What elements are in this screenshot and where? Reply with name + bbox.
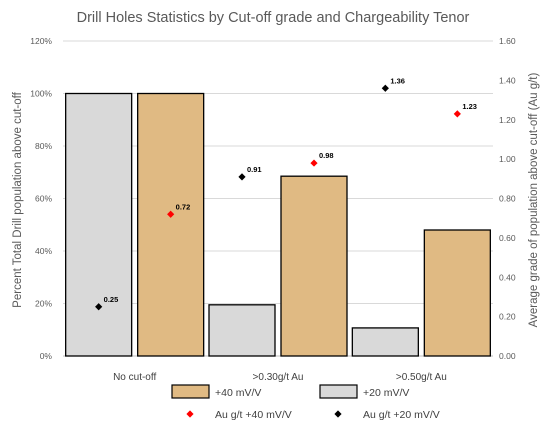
data-label: 0.25 — [104, 295, 119, 304]
gridlines — [63, 40, 493, 357]
chart-title: Drill Holes Statistics by Cut-off grade … — [77, 10, 470, 26]
data-label: 1.23 — [462, 102, 477, 111]
y-tick-right: 1.00 — [499, 154, 516, 164]
y-axis-left: 0% 20% 40% 60% 80% 100% 120% — [30, 36, 52, 361]
data-label: 0.72 — [176, 202, 191, 211]
legend-label: Au g/t +40 mV/V — [215, 409, 292, 421]
category-label: >0.50g/t Au — [396, 372, 447, 383]
y-tick-left: 40% — [35, 246, 52, 256]
y-tick-right: 0.00 — [499, 351, 516, 361]
legend-marker — [334, 410, 342, 418]
bar — [351, 327, 419, 357]
bar — [208, 304, 276, 357]
marker — [310, 159, 318, 167]
category-label: No cut-off — [113, 372, 156, 383]
category-label: >0.30g/t Au — [253, 372, 304, 383]
bar — [65, 92, 133, 357]
data-label: 0.98 — [319, 151, 334, 160]
marker — [95, 303, 103, 311]
marker — [167, 210, 175, 218]
y-tick-right: 0.20 — [499, 312, 516, 322]
y-axis-left-label: Percent Total Drill population above cut… — [12, 91, 24, 307]
y-tick-right: 0.80 — [499, 194, 516, 204]
y-axis-right: 0.00 0.20 0.40 0.60 0.80 1.00 1.20 1.40 1.60 — [499, 36, 516, 361]
marker — [381, 84, 389, 92]
y-tick-left: 20% — [35, 299, 52, 309]
data-label: 1.36 — [390, 76, 405, 85]
y-tick-right: 1.40 — [499, 75, 516, 85]
legend-swatch — [319, 384, 358, 399]
data-label: 0.91 — [247, 165, 262, 174]
legend-marker — [186, 410, 194, 418]
legend-swatch — [171, 384, 210, 399]
y-tick-left: 0% — [40, 351, 53, 361]
y-tick-left: 120% — [30, 36, 52, 46]
legend: +40 mV/V +20 mV/V Au g/t +40 mV/V Au g/t +2… — [171, 384, 440, 421]
marker — [238, 173, 246, 181]
y-tick-right: 1.20 — [499, 115, 516, 125]
x-axis: No cut-off >0.30g/t Au >0.50g/t Au — [113, 372, 447, 383]
y-tick-left: 100% — [30, 89, 52, 99]
bar — [280, 175, 348, 357]
markers: 0.25 0.91 1.36 0.72 0.98 1.23 — [95, 76, 477, 311]
marker — [453, 110, 461, 118]
y-tick-right: 0.40 — [499, 272, 516, 282]
y-tick-right: 0.60 — [499, 233, 516, 243]
bar — [137, 92, 205, 357]
y-tick-left: 60% — [35, 194, 52, 204]
bars — [65, 92, 491, 357]
bar — [423, 229, 491, 357]
legend-label: +20 mV/V — [363, 387, 409, 399]
legend-label: Au g/t +20 mV/V — [363, 409, 440, 421]
y-tick-right: 1.60 — [499, 36, 516, 46]
legend-label: +40 mV/V — [215, 387, 261, 399]
y-axis-right-label: Average grade of population above cut-of… — [528, 73, 540, 328]
y-tick-left: 80% — [35, 141, 52, 151]
